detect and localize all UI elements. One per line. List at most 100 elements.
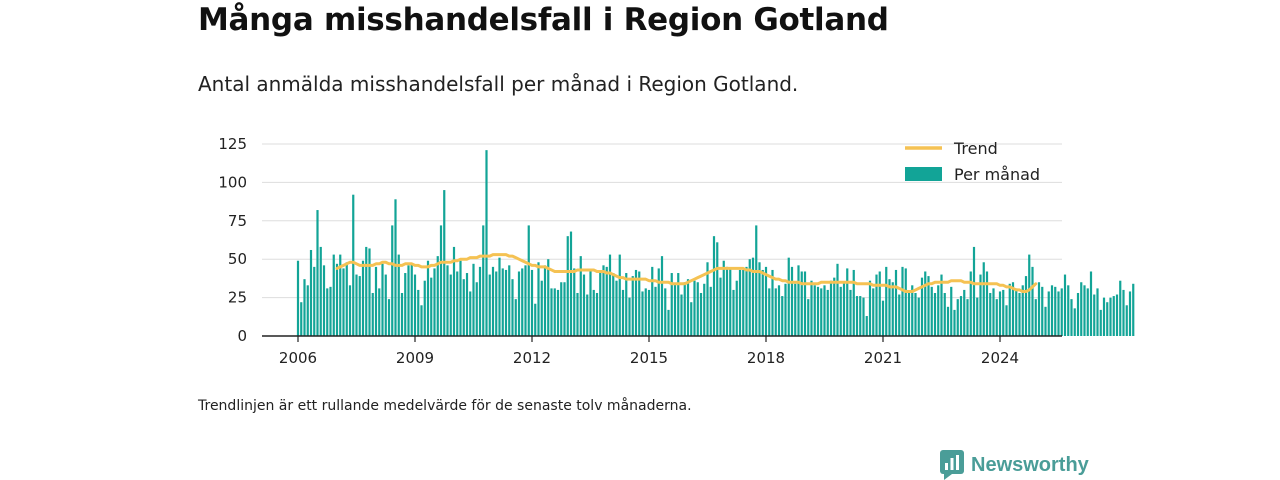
legend: Trend Per månad <box>905 139 1040 184</box>
bar <box>1073 308 1076 336</box>
bar <box>358 276 361 336</box>
bar <box>891 282 894 336</box>
bar <box>462 279 465 336</box>
bar <box>439 225 443 336</box>
bar <box>875 274 878 336</box>
legend-bar-swatch <box>905 167 942 181</box>
bar <box>651 266 654 336</box>
bar <box>885 266 888 336</box>
bar <box>436 256 439 336</box>
bar <box>316 210 319 336</box>
bar <box>550 288 553 336</box>
bar <box>326 288 329 336</box>
bar <box>953 309 956 336</box>
bar <box>459 260 462 336</box>
bar <box>322 265 326 336</box>
bar <box>992 288 995 336</box>
bar <box>800 271 803 336</box>
bar <box>423 280 426 336</box>
bar <box>937 285 940 336</box>
bar <box>670 273 673 336</box>
chart-title: Många misshandelsfall i Region Gotland <box>198 2 889 38</box>
bar <box>446 265 449 336</box>
bar <box>527 225 530 336</box>
bar <box>738 269 742 336</box>
bar <box>456 271 459 336</box>
bar <box>332 254 335 336</box>
bar <box>933 292 937 336</box>
bar <box>1125 305 1128 336</box>
bar <box>774 288 777 336</box>
bar <box>397 254 400 336</box>
bar <box>1037 282 1041 336</box>
bar <box>592 289 595 336</box>
bar <box>511 279 514 336</box>
bar <box>498 257 501 336</box>
bar <box>1086 288 1089 336</box>
bar <box>654 286 657 336</box>
bar <box>381 263 384 336</box>
bar <box>1047 291 1050 336</box>
bar <box>803 271 807 336</box>
bar <box>485 150 488 336</box>
bar <box>355 274 358 336</box>
bar <box>482 225 485 336</box>
chart-footnote: Trendlinjen är ett rullande medelvärde f… <box>198 398 692 414</box>
bar <box>680 294 683 336</box>
bar <box>644 288 647 336</box>
brand-logo[interactable]: Newsworthy <box>940 450 1089 480</box>
bar <box>985 271 989 336</box>
bar <box>1044 306 1047 336</box>
x-tick-label: 2018 <box>747 349 785 367</box>
bar <box>530 269 534 336</box>
bar <box>732 289 735 336</box>
bar <box>758 262 761 336</box>
bar <box>599 271 602 336</box>
bar <box>605 266 608 336</box>
bar <box>673 283 677 336</box>
x-tick-label: 2009 <box>396 349 434 367</box>
bar <box>306 285 309 336</box>
bar <box>745 266 748 336</box>
bar <box>771 269 774 336</box>
bar <box>625 273 628 336</box>
bar <box>956 299 959 336</box>
bar <box>1063 274 1067 336</box>
bar <box>829 280 833 336</box>
bar <box>914 292 917 336</box>
bar <box>719 277 722 336</box>
bar <box>1067 285 1070 336</box>
bar <box>930 286 933 336</box>
bar <box>615 280 618 336</box>
y-tick-label: 125 <box>218 135 247 153</box>
bar <box>478 266 482 336</box>
bar <box>631 276 634 336</box>
legend-bar-label: Per månad <box>954 165 1040 184</box>
bar <box>813 285 816 336</box>
bar <box>764 266 768 336</box>
bar <box>777 285 781 336</box>
bar <box>612 273 615 336</box>
bar <box>917 297 920 336</box>
bar <box>420 305 423 336</box>
bar <box>348 285 352 336</box>
y-tick-label: 100 <box>218 173 247 191</box>
bar <box>807 299 810 336</box>
bar <box>335 263 339 336</box>
bar <box>1096 288 1099 336</box>
bar <box>433 268 436 336</box>
brand-name: Newsworthy <box>971 453 1089 476</box>
bar <box>417 289 420 336</box>
bar <box>716 242 719 336</box>
bar <box>1011 282 1015 336</box>
bar <box>699 292 703 336</box>
bar <box>1102 297 1106 336</box>
bar <box>849 289 852 336</box>
bar <box>966 299 969 336</box>
bar <box>862 297 865 336</box>
bar <box>842 282 846 336</box>
bar <box>560 282 563 336</box>
bar <box>963 289 966 336</box>
bar <box>410 263 413 336</box>
